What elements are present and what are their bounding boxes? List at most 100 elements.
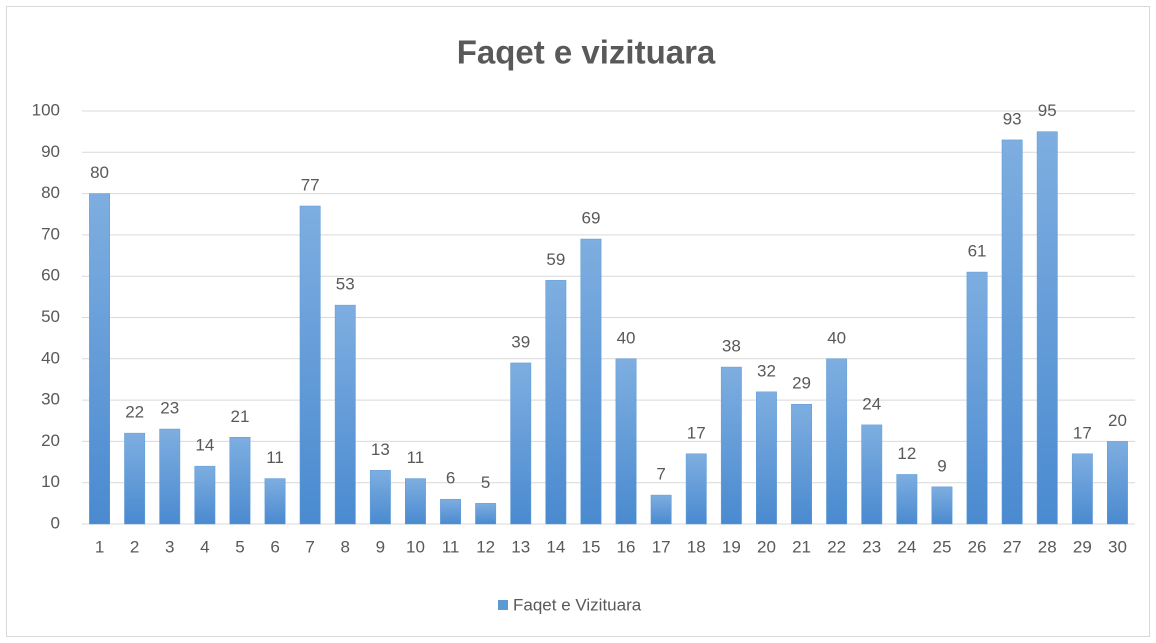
data-label: 11 xyxy=(266,448,284,467)
y-tick-label: 0 xyxy=(51,513,60,532)
x-tick-label: 6 xyxy=(270,537,279,556)
x-tick-label: 11 xyxy=(442,537,460,556)
data-label: 53 xyxy=(336,275,355,294)
chart-title: Faqet e vizituara xyxy=(457,34,716,71)
bar xyxy=(650,494,672,525)
bar xyxy=(1001,139,1023,525)
bar xyxy=(756,391,777,525)
bar xyxy=(826,358,848,525)
data-label: 11 xyxy=(407,448,425,467)
bar xyxy=(194,465,216,525)
x-tick-label: 28 xyxy=(1038,537,1057,556)
x-tick-label: 1 xyxy=(95,537,104,556)
bar xyxy=(510,362,532,525)
bar xyxy=(475,503,497,525)
x-tick-label: 30 xyxy=(1108,537,1127,556)
bar xyxy=(124,432,146,525)
data-label: 5 xyxy=(481,473,490,492)
data-label: 40 xyxy=(617,328,636,347)
bar xyxy=(369,470,391,525)
x-tick-label: 25 xyxy=(932,537,951,556)
data-label: 6 xyxy=(446,469,455,488)
x-tick-label: 20 xyxy=(757,537,776,556)
bar xyxy=(966,271,988,525)
x-tick-label: 29 xyxy=(1073,537,1092,556)
x-tick-label: 19 xyxy=(722,537,741,556)
data-label: 9 xyxy=(937,456,946,475)
x-tick-label: 16 xyxy=(617,537,636,556)
y-tick-label: 70 xyxy=(41,224,60,243)
data-label: 17 xyxy=(687,423,706,442)
y-tick-label: 50 xyxy=(41,307,60,326)
x-tick-label: 15 xyxy=(581,537,600,556)
x-tick-label: 17 xyxy=(652,537,671,556)
x-tick-label: 22 xyxy=(827,537,846,556)
bar xyxy=(1036,131,1058,525)
data-label: 7 xyxy=(656,465,665,484)
bar xyxy=(405,478,426,525)
data-label: 61 xyxy=(968,242,987,261)
y-tick-label: 60 xyxy=(41,266,60,285)
bar xyxy=(89,193,110,525)
data-label: 21 xyxy=(230,407,249,426)
bar xyxy=(1071,453,1093,525)
x-tick-label: 10 xyxy=(406,537,425,556)
y-tick-label: 90 xyxy=(41,142,60,161)
bar xyxy=(791,403,812,525)
data-label: 17 xyxy=(1073,423,1092,442)
bar xyxy=(334,304,356,525)
x-tick-label: 18 xyxy=(687,537,706,556)
x-tick-label: 24 xyxy=(897,537,916,556)
y-tick-label: 10 xyxy=(41,472,60,491)
bar xyxy=(545,280,567,525)
y-tick-label: 30 xyxy=(41,390,60,409)
data-label: 40 xyxy=(827,328,846,347)
bar xyxy=(159,428,181,525)
x-tick-label: 4 xyxy=(200,537,209,556)
bar xyxy=(440,498,461,525)
x-tick-label: 27 xyxy=(1003,537,1022,556)
x-tick-label: 13 xyxy=(511,537,530,556)
data-label: 93 xyxy=(1003,109,1022,128)
data-label: 13 xyxy=(371,440,390,459)
x-tick-label: 5 xyxy=(235,537,244,556)
bar xyxy=(580,238,602,525)
data-label: 24 xyxy=(862,394,881,413)
x-tick-label: 7 xyxy=(305,537,314,556)
x-tick-label: 8 xyxy=(341,537,350,556)
y-tick-label: 40 xyxy=(41,348,60,367)
data-label: 20 xyxy=(1108,411,1127,430)
x-tick-label: 21 xyxy=(792,537,811,556)
data-label: 32 xyxy=(757,361,776,380)
bar xyxy=(1107,441,1128,525)
x-tick-label: 12 xyxy=(476,537,495,556)
data-label: 14 xyxy=(195,436,214,455)
x-tick-label: 23 xyxy=(862,537,881,556)
data-label: 12 xyxy=(897,444,916,463)
bar xyxy=(720,366,742,525)
x-tick-label: 26 xyxy=(968,537,987,556)
legend-swatch xyxy=(498,600,508,610)
data-label: 29 xyxy=(792,374,811,393)
bar xyxy=(861,424,883,525)
bar xyxy=(264,478,286,525)
data-label: 39 xyxy=(511,332,530,351)
data-label: 95 xyxy=(1038,101,1057,120)
bar xyxy=(299,205,321,525)
data-label: 69 xyxy=(581,209,600,228)
data-label: 23 xyxy=(160,398,179,417)
legend-label: Faqet e Vizituara xyxy=(513,595,642,614)
bar xyxy=(931,486,953,525)
x-tick-label: 3 xyxy=(165,537,174,556)
bar xyxy=(896,474,918,525)
x-tick-label: 2 xyxy=(130,537,139,556)
x-tick-label: 9 xyxy=(376,537,385,556)
data-label: 80 xyxy=(90,163,109,182)
x-tick-label: 14 xyxy=(546,537,565,556)
data-label: 38 xyxy=(722,337,741,356)
bar xyxy=(685,453,707,525)
bar xyxy=(615,358,637,525)
y-tick-label: 80 xyxy=(41,183,60,202)
data-label: 77 xyxy=(301,175,320,194)
